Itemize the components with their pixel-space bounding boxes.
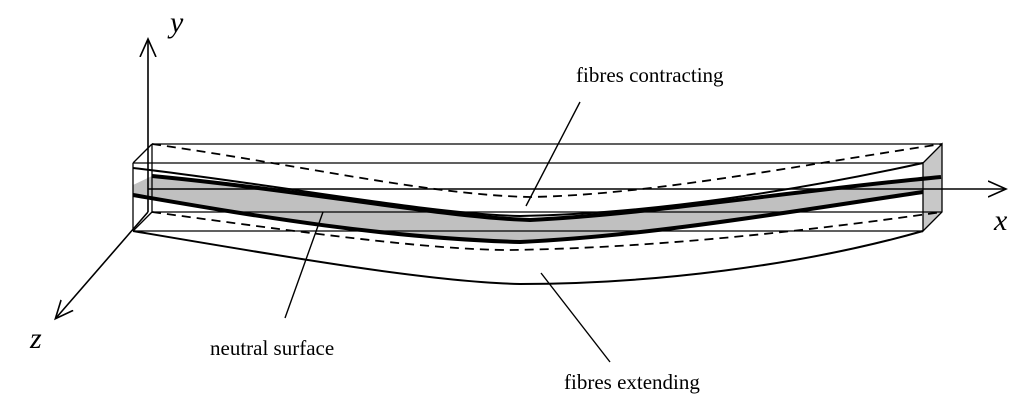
- neutral-surface-front-edge: [132, 190, 924, 245]
- z-axis-arrow: [56, 211, 149, 318]
- label-fibres-extending: fibres extending: [564, 370, 700, 394]
- beam-end-face: [922, 142, 943, 233]
- undeformed-beam-outline: [132, 143, 942, 232]
- z-axis-label: z: [29, 322, 42, 355]
- leader-fibres-contracting: [525, 101, 581, 207]
- bent-beam-bottom-curve: [132, 230, 924, 286]
- label-neutral-surface: neutral surface: [210, 336, 334, 360]
- leader-neutral-surface: [284, 211, 324, 319]
- y-axis-label: y: [167, 6, 184, 39]
- leader-fibres-extending: [540, 272, 611, 363]
- bent-beam-back-bottom-curve: [151, 211, 943, 251]
- label-fibres-contracting: fibres contracting: [576, 63, 724, 87]
- neutral-surface-back-edge: [151, 174, 942, 223]
- bent-beam-top-curve: [132, 162, 924, 218]
- x-axis-label: x: [993, 204, 1008, 237]
